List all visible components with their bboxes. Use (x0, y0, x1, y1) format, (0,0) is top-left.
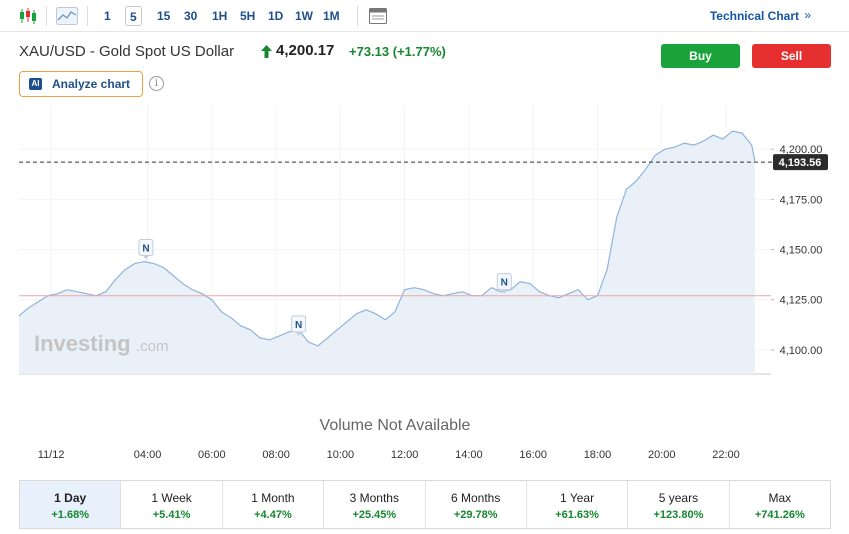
period-label: 3 Months (349, 491, 399, 505)
timeframe-1m[interactable]: 1M (323, 9, 340, 23)
info-icon[interactable]: i (149, 76, 164, 91)
current-price-label-group: 4,193.56 (773, 154, 828, 171)
toolbar-divider (46, 6, 47, 26)
y-tick-label: 4,200.00 (780, 144, 823, 156)
news-marker[interactable]: N (291, 315, 307, 336)
price-chart[interactable]: Investing .com N N N 4,200.00 4,175.00 4,150… (0, 100, 849, 470)
price-line (18, 130, 756, 347)
period-change: +1.68% (51, 509, 89, 521)
double-chevron-right-icon[interactable]: » (804, 8, 811, 22)
timeframe-5[interactable]: 5 (125, 6, 142, 26)
period-label: 1 Month (251, 491, 295, 505)
analyze-chart-label: Analyze chart (52, 77, 131, 91)
timeframe-30[interactable]: 30 (184, 9, 198, 23)
news-marker[interactable]: N (496, 273, 512, 294)
calendar-icon[interactable] (368, 7, 388, 25)
price-change: +73.13 (+1.77%) (349, 44, 446, 59)
analyze-chart-button[interactable]: AI Analyze chart (19, 71, 143, 97)
y-tick-label: 4,175.00 (780, 194, 823, 206)
period-label: 6 Months (451, 491, 501, 505)
x-tick-label: 11/12 (38, 449, 65, 461)
x-tick-label: 14:00 (455, 449, 483, 461)
news-marker-label: N (142, 244, 149, 255)
y-tick-label: 4,125.00 (780, 295, 823, 307)
period-tab-max[interactable]: Max +741.26% (730, 481, 830, 528)
timeframe-1w[interactable]: 1W (295, 9, 313, 23)
period-change: +25.45% (352, 509, 397, 521)
y-axis: 4,200.00 4,175.00 4,150.00 4,125.00 4,100.00 (771, 144, 822, 357)
chart-toolbar: 1 5 15 30 1H 5H 1D 1W 1M Technical Chart… (0, 0, 849, 32)
news-marker-pointer (295, 331, 302, 336)
period-label: 1 Day (54, 491, 87, 505)
period-tab-1-week[interactable]: 1 Week +5.41% (121, 481, 223, 528)
news-marker-label: N (501, 278, 508, 289)
timeframe-15[interactable]: 15 (157, 9, 171, 23)
news-marker-pointer (142, 255, 149, 260)
period-change: +29.78% (453, 509, 498, 521)
news-marker[interactable]: N (138, 239, 154, 260)
technical-chart-link[interactable]: Technical Chart (709, 9, 799, 23)
period-tab-3-months[interactable]: 3 Months +25.45% (324, 481, 426, 528)
buy-button[interactable]: Buy (661, 44, 740, 68)
timeframe-1d[interactable]: 1D (268, 9, 284, 23)
period-change: +61.63% (555, 509, 599, 521)
period-label: Max (768, 491, 792, 505)
current-price-label: 4,193.56 (779, 157, 822, 169)
period-tab-6-months[interactable]: 6 Months +29.78% (426, 481, 527, 528)
current-price-badge (773, 154, 828, 171)
toolbar-divider (357, 6, 358, 26)
x-tick-label: 22:00 (712, 449, 740, 461)
sell-button[interactable]: Sell (752, 44, 831, 68)
y-tick-label: 4,100.00 (780, 345, 823, 357)
x-tick-label: 06:00 (198, 449, 226, 461)
x-tick-label: 12:00 (391, 449, 419, 461)
last-price: 4,200.17 (276, 42, 335, 59)
area-chart-icon[interactable] (56, 7, 78, 25)
timeframe-1h[interactable]: 1H (212, 9, 228, 23)
x-tick-label: 20:00 (648, 449, 676, 461)
period-tab-5-years[interactable]: 5 years +123.80% (628, 481, 730, 528)
x-tick-label: 16:00 (519, 449, 547, 461)
timeframe-5h[interactable]: 5H (240, 9, 256, 23)
arrow-up-icon (261, 45, 272, 58)
period-tab-1-day[interactable]: 1 Day +1.68% (20, 481, 122, 528)
period-tab-1-year[interactable]: 1 Year +61.63% (527, 481, 629, 528)
period-change: +5.41% (152, 509, 191, 521)
x-tick-label: 18:00 (584, 449, 612, 461)
investing-watermark: Investing .com (34, 331, 169, 356)
news-marker-box (291, 315, 307, 333)
period-label: 5 years (658, 491, 699, 505)
timeframe-1[interactable]: 1 (104, 9, 111, 23)
y-tick-label: 4,150.00 (780, 245, 823, 257)
volume-not-available: Volume Not Available (320, 417, 471, 434)
news-marker-pointer (501, 289, 508, 294)
news-markers: N N N (138, 239, 512, 336)
watermark-text: Investing (34, 331, 131, 356)
x-axis: 11/12 04:00 06:00 08:00 10:00 12:00 14:00 16:00… (38, 449, 740, 461)
period-change: +123.80% (653, 509, 704, 521)
period-change: +741.26% (754, 509, 805, 521)
candlestick-icon[interactable] (18, 7, 38, 25)
watermark-suffix: .com (136, 338, 169, 355)
x-tick-label: 10:00 (327, 449, 355, 461)
period-tab-1-month[interactable]: 1 Month +4.47% (223, 481, 325, 528)
x-tick-label: 08:00 (262, 449, 290, 461)
x-tick-label: 04:00 (134, 449, 162, 461)
period-label: 1 Week (151, 491, 192, 505)
toolbar-divider (87, 6, 88, 26)
period-label: 1 Year (560, 491, 595, 505)
period-performance-table: 1 Day +1.68% 1 Week +5.41% 1 Month +4.47% 3 Mo… (19, 480, 831, 529)
period-change: +4.47% (254, 509, 292, 521)
news-marker-label: N (295, 320, 302, 331)
instrument-title: XAU/USD - Gold Spot US Dollar (19, 43, 235, 60)
ai-icon: AI (29, 78, 42, 90)
price-area-fill (19, 131, 755, 374)
